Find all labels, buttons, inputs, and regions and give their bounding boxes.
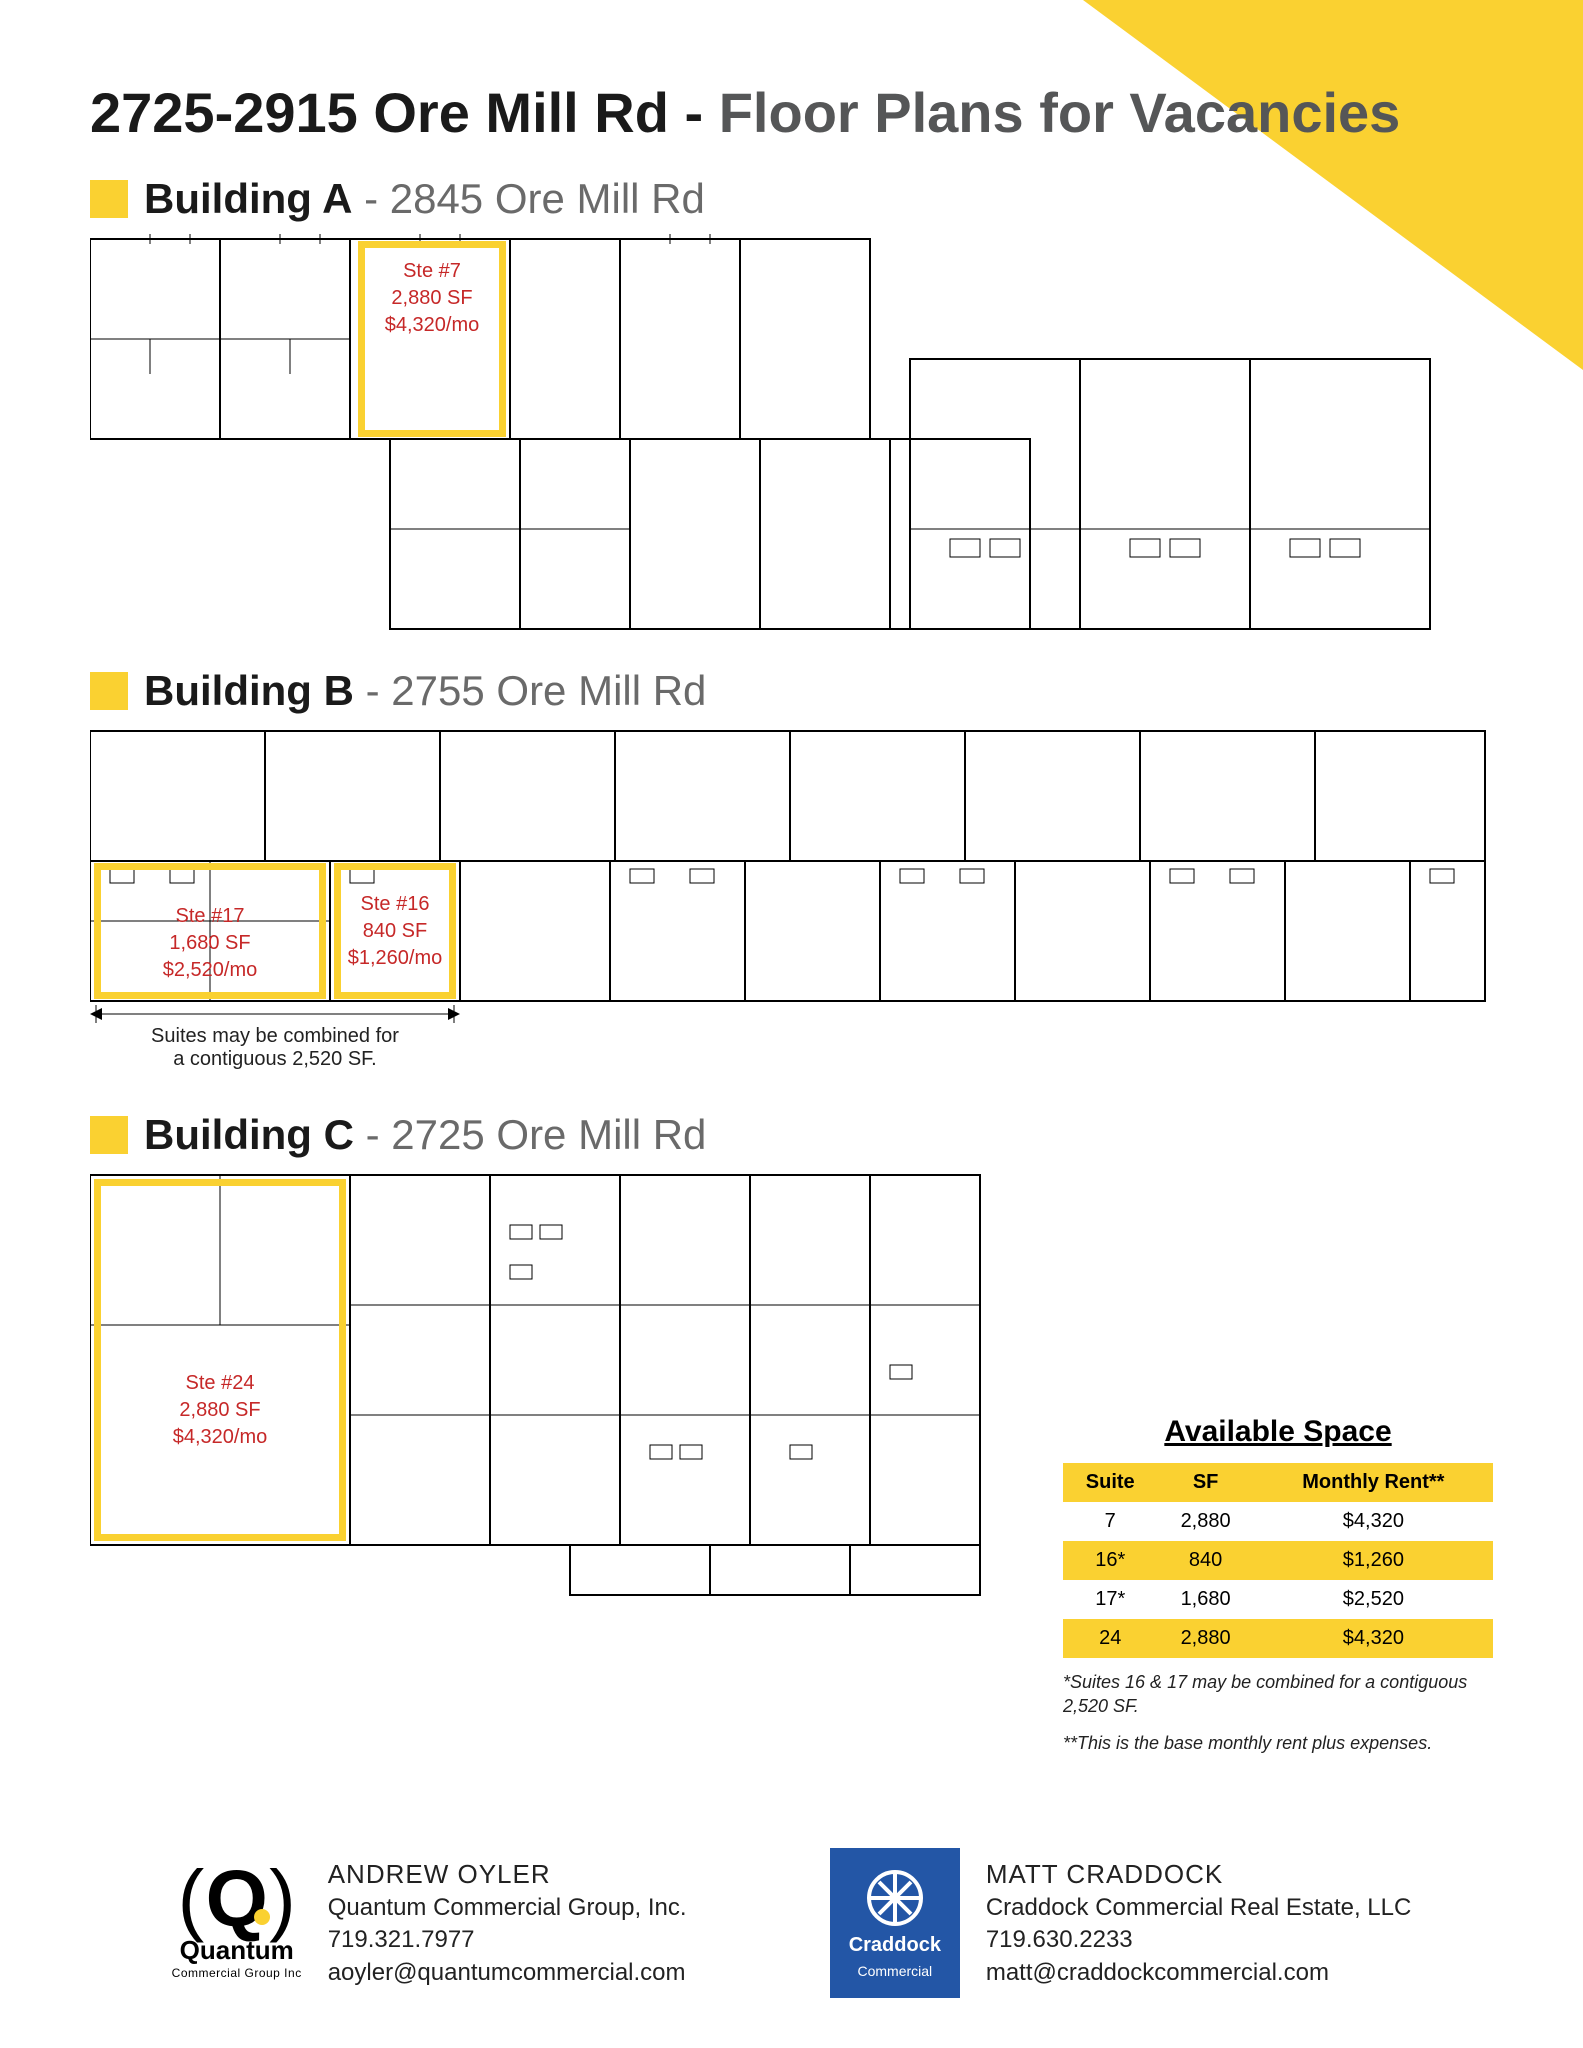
bullet-square: [90, 1116, 128, 1154]
vacancy-a7-suite: Ste #7: [403, 258, 461, 285]
bullet-square: [90, 180, 128, 218]
vacancy-c24-sf: 2,880 SF: [179, 1397, 260, 1424]
building-a-floorplan: Ste #7 2,880 SF $4,320/mo: [90, 229, 1493, 649]
vacancy-b16-rent: $1,260/mo: [348, 945, 443, 972]
table-header-row: Suite SF Monthly Rent**: [1063, 1463, 1493, 1502]
col-suite: Suite: [1063, 1463, 1157, 1502]
building-a-label: Building A - 2845 Ore Mill Rd: [144, 175, 705, 223]
vacancy-b17-sf: 1,680 SF: [169, 930, 250, 957]
vacancy-c24-suite: Ste #24: [186, 1370, 255, 1397]
cell-rent: $2,520: [1254, 1580, 1493, 1619]
quantum-logo: Q Quantum Commercial Group Inc: [172, 1867, 302, 1980]
cell-sf: 840: [1157, 1541, 1253, 1580]
vacancy-c24: Ste #24 2,880 SF $4,320/mo: [94, 1179, 346, 1541]
contact-left-info: ANDREW OYLER Quantum Commercial Group, I…: [328, 1857, 687, 1989]
table-row: 7 2,880 $4,320: [1063, 1502, 1493, 1541]
building-b-label: Building B - 2755 Ore Mill Rd: [144, 667, 706, 715]
contact-email: matt@craddockcommercial.com: [986, 1957, 1412, 1989]
building-c-floorplan: Ste #24 2,880 SF $4,320/mo: [90, 1165, 990, 1605]
building-c-addr: - 2725 Ore Mill Rd: [354, 1111, 706, 1158]
available-footnote-1: *Suites 16 & 17 may be combined for a co…: [1063, 1670, 1493, 1719]
vacancy-b17-suite: Ste #17: [176, 903, 245, 930]
building-b-header: Building B - 2755 Ore Mill Rd: [90, 667, 1493, 715]
page-title: 2725-2915 Ore Mill Rd - Floor Plans for …: [90, 80, 1493, 145]
page: 2725-2915 Ore Mill Rd - Floor Plans for …: [0, 0, 1583, 1645]
col-rent: Monthly Rent**: [1254, 1463, 1493, 1502]
contact-email: aoyler@quantumcommercial.com: [328, 1957, 687, 1989]
contact-phone: 719.321.7977: [328, 1924, 687, 1956]
vacancy-b16-suite: Ste #16: [361, 891, 430, 918]
quantum-logo-sub: Commercial Group Inc: [172, 1966, 302, 1980]
cell-suite: 7: [1063, 1502, 1157, 1541]
footer: Q Quantum Commercial Group Inc ANDREW OY…: [0, 1848, 1583, 1998]
combine-note-l2: a contiguous 2,520 SF.: [151, 1048, 399, 1071]
title-bold: 2725-2915 Ore Mill Rd -: [90, 81, 703, 144]
cell-sf: 1,680: [1157, 1580, 1253, 1619]
vacancy-a7: Ste #7 2,880 SF $4,320/mo: [358, 241, 506, 437]
vacancy-b17-rent: $2,520/mo: [163, 957, 258, 984]
craddock-logo-sub: Commercial: [857, 1963, 932, 1979]
cell-suite: 17*: [1063, 1580, 1157, 1619]
available-space: Available Space Suite SF Monthly Rent** …: [1063, 1415, 1493, 1755]
building-a-addr: - 2845 Ore Mill Rd: [352, 175, 704, 222]
cell-rent: $1,260: [1254, 1541, 1493, 1580]
cell-sf: 2,880: [1157, 1502, 1253, 1541]
cell-sf: 2,880: [1157, 1619, 1253, 1658]
contact-phone: 719.630.2233: [986, 1924, 1412, 1956]
available-table: Suite SF Monthly Rent** 7 2,880 $4,320 1…: [1063, 1463, 1493, 1658]
vacancy-c24-rent: $4,320/mo: [173, 1424, 268, 1451]
vacancy-b16-sf: 840 SF: [363, 918, 427, 945]
building-b-floorplan: Ste #17 1,680 SF $2,520/mo Ste #16 840 S…: [90, 721, 1493, 1071]
craddock-logo: Craddock Commercial: [830, 1848, 960, 1998]
vacancy-b16: Ste #16 840 SF $1,260/mo: [334, 863, 456, 999]
table-row: 24 2,880 $4,320: [1063, 1619, 1493, 1658]
vacancy-b17: Ste #17 1,680 SF $2,520/mo: [94, 863, 326, 999]
vacancy-a7-rent: $4,320/mo: [385, 312, 480, 339]
contact-right-info: MATT CRADDOCK Craddock Commercial Real E…: [986, 1857, 1412, 1989]
table-row: 17* 1,680 $2,520: [1063, 1580, 1493, 1619]
building-c-header: Building C - 2725 Ore Mill Rd: [90, 1111, 1493, 1159]
building-b-name: Building B: [144, 667, 354, 714]
vacancy-a7-sf: 2,880 SF: [391, 285, 472, 312]
cell-rent: $4,320: [1254, 1502, 1493, 1541]
building-c-name: Building C: [144, 1111, 354, 1158]
col-sf: SF: [1157, 1463, 1253, 1502]
combine-note-l1: Suites may be combined for: [151, 1025, 399, 1048]
building-a-header: Building A - 2845 Ore Mill Rd: [90, 175, 1493, 223]
contact-company: Quantum Commercial Group, Inc.: [328, 1892, 687, 1924]
cell-rent: $4,320: [1254, 1619, 1493, 1658]
table-row: 16* 840 $1,260: [1063, 1541, 1493, 1580]
contact-company: Craddock Commercial Real Estate, LLC: [986, 1892, 1412, 1924]
available-heading: Available Space: [1063, 1415, 1493, 1449]
building-b-addr: - 2755 Ore Mill Rd: [354, 667, 706, 714]
contact-name: ANDREW OYLER: [328, 1857, 687, 1892]
title-rest: Floor Plans for Vacancies: [703, 81, 1400, 144]
craddock-logo-word: Craddock: [849, 1934, 941, 1957]
bullet-square: [90, 672, 128, 710]
cell-suite: 16*: [1063, 1541, 1157, 1580]
contact-name: MATT CRADDOCK: [986, 1857, 1412, 1892]
available-footnote-2: **This is the base monthly rent plus exp…: [1063, 1731, 1493, 1755]
contact-left: Q Quantum Commercial Group Inc ANDREW OY…: [172, 1848, 687, 1998]
combine-note: Suites may be combined for a contiguous …: [151, 1025, 399, 1071]
building-c-label: Building C - 2725 Ore Mill Rd: [144, 1111, 706, 1159]
contact-right: Craddock Commercial MATT CRADDOCK Craddo…: [830, 1848, 1412, 1998]
combine-indicator: Suites may be combined for a contiguous …: [90, 1003, 460, 1071]
cell-suite: 24: [1063, 1619, 1157, 1658]
building-a-name: Building A: [144, 175, 352, 222]
